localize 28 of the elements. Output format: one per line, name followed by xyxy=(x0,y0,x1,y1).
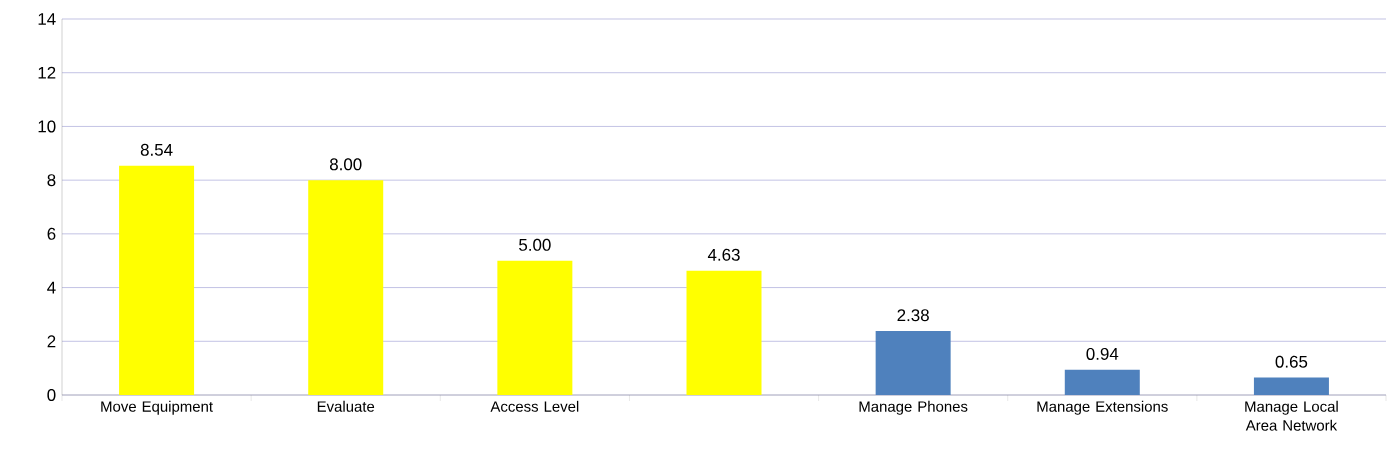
bar xyxy=(497,260,573,395)
data-label: 4.63 xyxy=(707,248,740,261)
y-tick-label: 4 xyxy=(47,281,56,294)
y-tick-label: 10 xyxy=(38,120,56,133)
y-tick-label: 6 xyxy=(47,227,56,240)
bar xyxy=(1253,377,1329,395)
bar xyxy=(686,270,762,395)
bar xyxy=(308,180,384,395)
data-label: 0.65 xyxy=(1275,355,1308,368)
x-tick-label: Manage Phones xyxy=(859,400,968,415)
y-tick-label: 0 xyxy=(47,389,56,401)
data-label: 8.00 xyxy=(329,158,362,171)
x-tick-label: Manage Extensions xyxy=(1037,400,1168,415)
data-label: 0.94 xyxy=(1086,347,1119,360)
bar xyxy=(119,165,195,395)
data-label: 8.54 xyxy=(140,143,173,156)
x-tick-label: Access Level xyxy=(490,400,579,412)
data-label: 5.00 xyxy=(519,238,551,251)
x-tick-label: Move Equipment xyxy=(101,400,213,415)
data-label: 2.38 xyxy=(897,309,929,322)
bar xyxy=(875,331,951,395)
x-tick-label: Manage Local Area Network xyxy=(1245,400,1338,431)
bar xyxy=(1064,369,1140,395)
y-tick-label: 8 xyxy=(47,174,56,187)
y-tick-label: 12 xyxy=(38,66,56,79)
y-tick-label: 2 xyxy=(47,335,56,348)
y-tick-label: 14 xyxy=(38,13,56,25)
x-tick-label: Evaluate xyxy=(317,400,375,412)
